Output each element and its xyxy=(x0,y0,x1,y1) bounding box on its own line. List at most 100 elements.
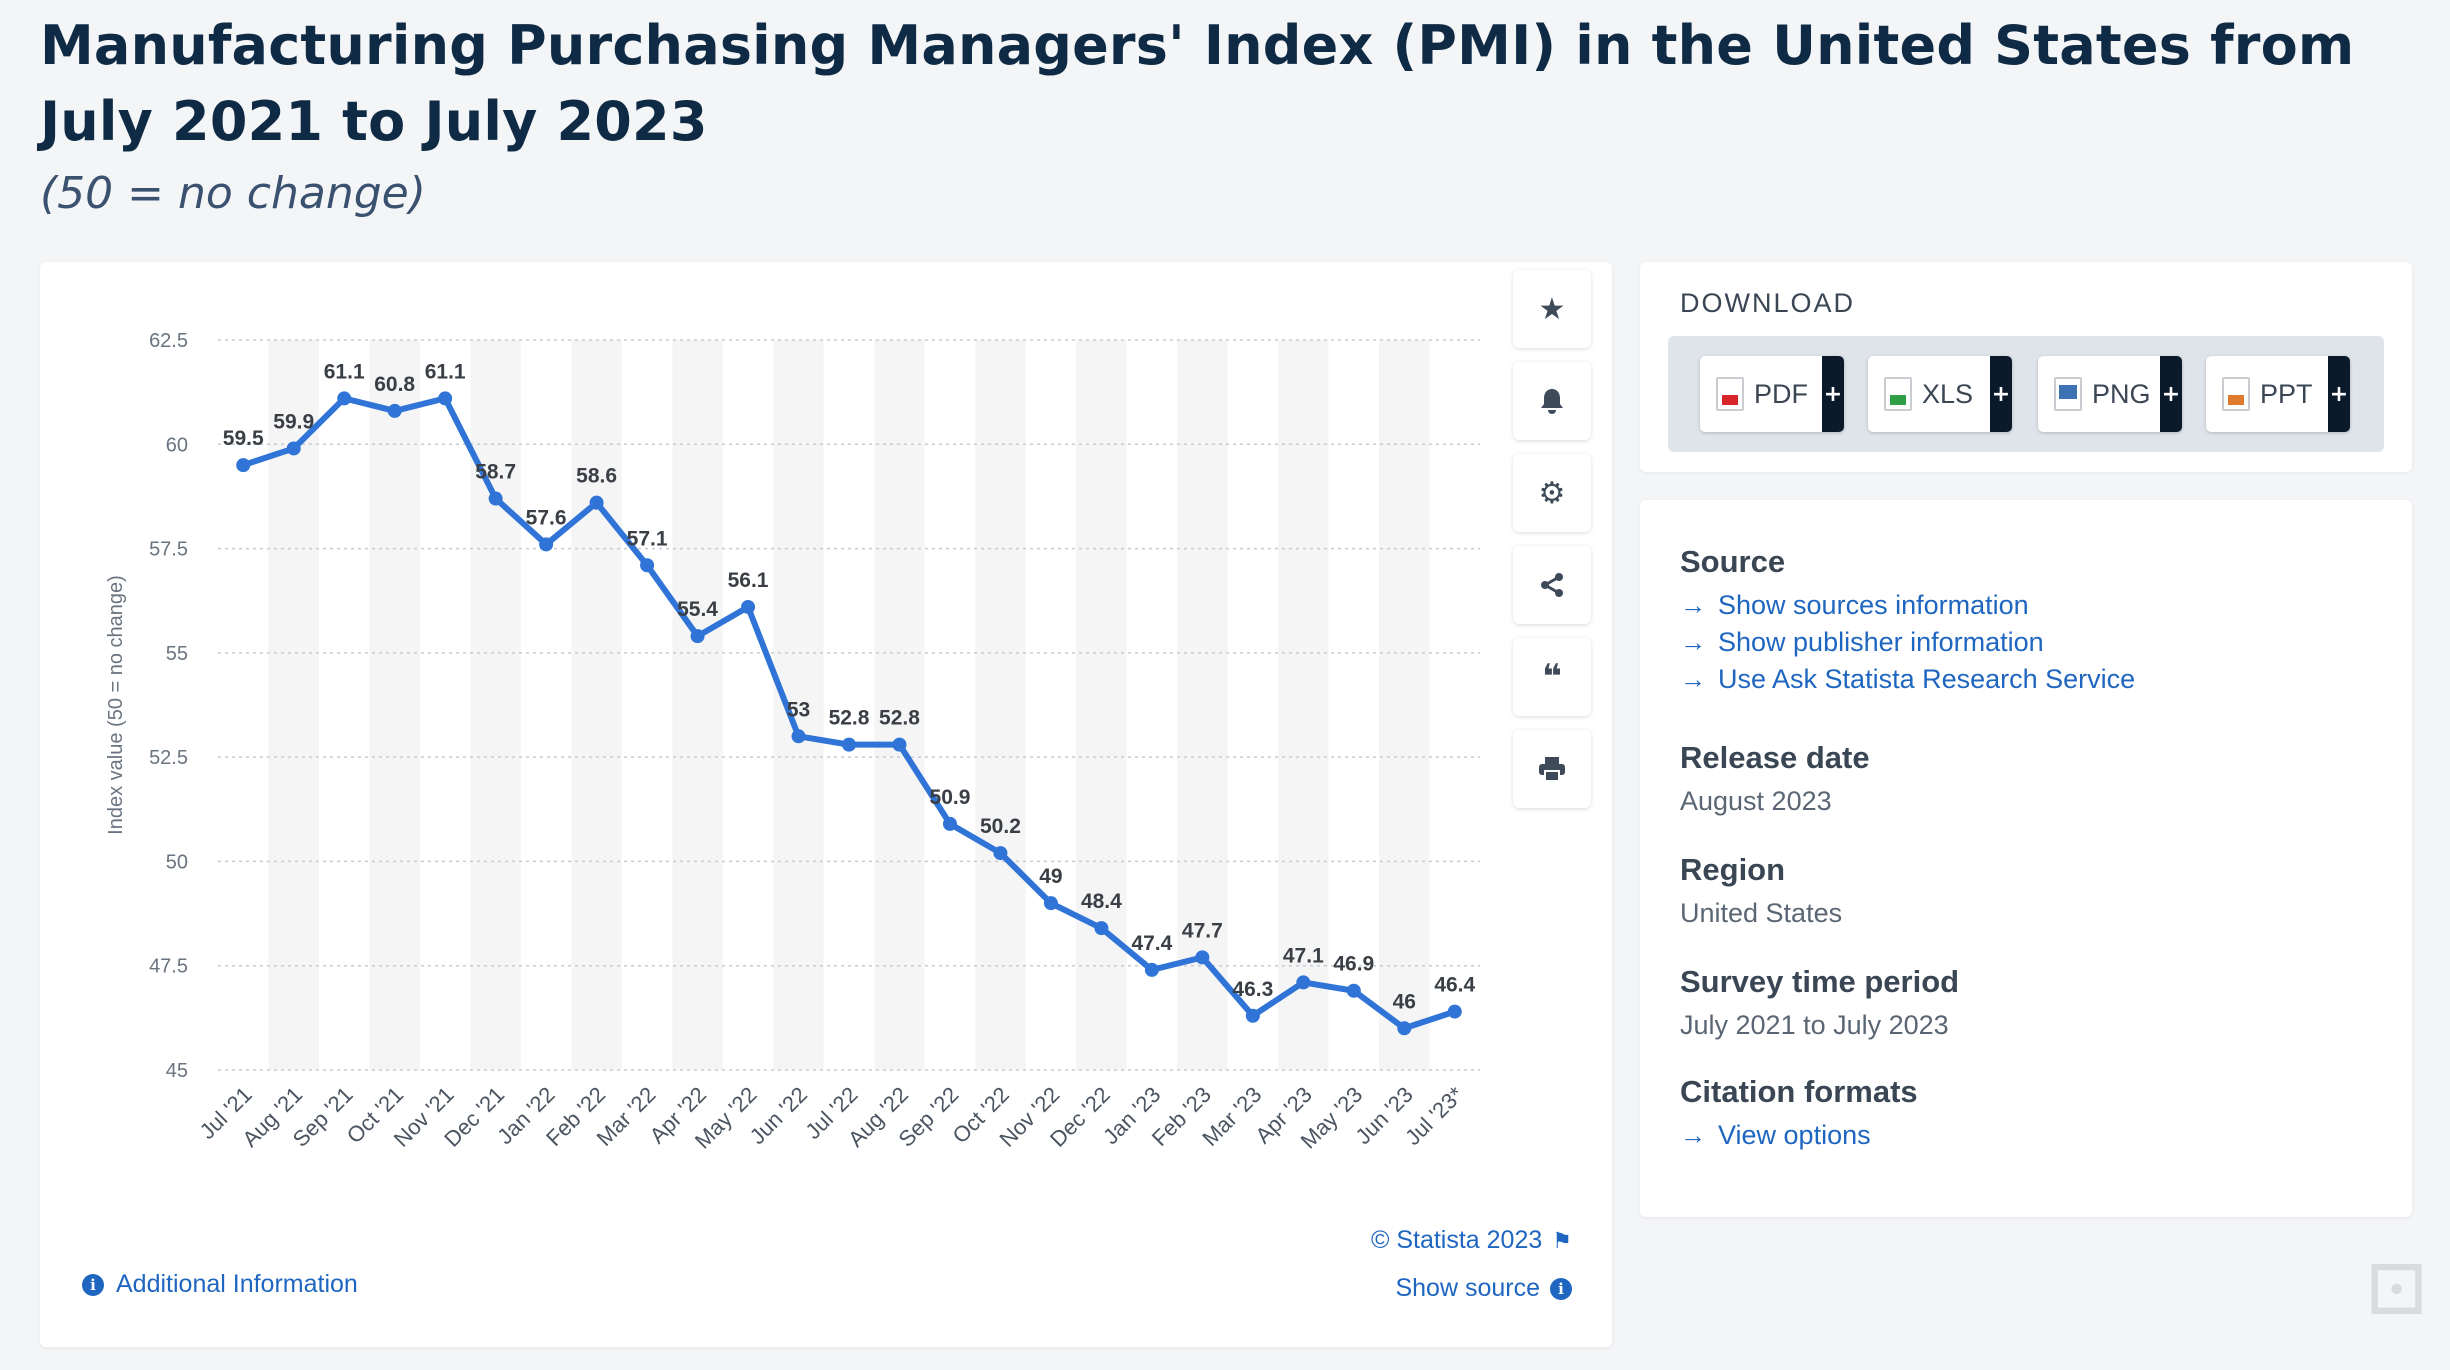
arrow-right-icon: → xyxy=(1680,664,1706,694)
ask-statista-link[interactable]: → Use Ask Statista Research Service xyxy=(1680,664,2135,695)
settings-button[interactable]: ⚙ xyxy=(1513,454,1591,532)
download-xls-label: XLS xyxy=(1922,378,1974,409)
plus-icon: + xyxy=(2328,356,2350,432)
arrow-right-icon: → xyxy=(1680,1120,1706,1150)
data-label: 61.1 xyxy=(324,360,365,383)
plus-icon: + xyxy=(1990,356,2012,432)
xls-file-icon xyxy=(1884,377,1912,411)
y-tick-label: 62.5 xyxy=(149,330,188,352)
data-label: 47.1 xyxy=(1283,944,1324,967)
download-pdf-button[interactable]: PDF + xyxy=(1700,356,1844,432)
y-tick-label: 50 xyxy=(166,851,188,873)
data-point xyxy=(942,816,957,831)
credit-text: © Statista 2023 xyxy=(1370,1226,1543,1254)
column-stripe xyxy=(874,340,925,1070)
data-label: 58.6 xyxy=(576,465,617,488)
info-icon: i xyxy=(82,1273,104,1296)
data-point xyxy=(892,737,907,752)
data-label: 52.8 xyxy=(829,707,870,730)
data-point xyxy=(387,403,402,418)
print-button[interactable] xyxy=(1513,730,1591,808)
y-tick-label: 45 xyxy=(166,1060,188,1082)
y-tick-label: 55 xyxy=(166,643,188,665)
statista-credit-link[interactable]: © Statista 2023 ⚑ xyxy=(1371,1226,1572,1255)
data-label: 56.1 xyxy=(728,569,769,592)
data-point xyxy=(1094,921,1109,936)
data-point xyxy=(236,458,251,473)
data-label: 60.8 xyxy=(374,373,415,396)
y-axis-label: Index value (50 = no change) xyxy=(105,575,127,835)
download-pdf-label: PDF xyxy=(1754,378,1808,409)
data-label: 58.7 xyxy=(475,461,516,484)
column-stripe xyxy=(672,340,723,1070)
data-label: 57.1 xyxy=(627,527,668,550)
png-file-icon xyxy=(2054,377,2082,411)
bell-icon xyxy=(1541,389,1563,414)
data-point xyxy=(1346,983,1361,998)
share-icon xyxy=(1541,573,1563,597)
data-label: 55.4 xyxy=(677,598,718,621)
data-point xyxy=(993,846,1008,861)
column-stripe xyxy=(571,340,622,1070)
survey-period-heading: Survey time period xyxy=(1680,964,1960,999)
data-point xyxy=(286,441,301,456)
star-icon: ★ xyxy=(1538,291,1566,327)
additional-information-text: Additional Information xyxy=(116,1270,358,1298)
citation-button[interactable]: ❝ xyxy=(1513,638,1591,716)
source-section: Source → Show sources information → Show p… xyxy=(1680,544,2135,695)
column-stripe xyxy=(975,340,1026,1070)
data-point xyxy=(1195,950,1210,965)
download-ppt-label: PPT xyxy=(2260,378,2313,409)
data-point xyxy=(741,599,756,614)
ppt-file-icon xyxy=(2222,377,2250,411)
download-heading: DOWNLOAD xyxy=(1680,288,1856,318)
column-stripe xyxy=(369,340,420,1070)
chart-card: 45 47.5 50 52.5 55 57.5 60 62.5 Index value (50 … xyxy=(40,262,1612,1347)
arrow-right-icon: → xyxy=(1680,627,1706,657)
data-point xyxy=(438,391,453,406)
download-ppt-button[interactable]: PPT + xyxy=(2206,356,2350,432)
data-point xyxy=(1043,896,1058,911)
gear-icon: ⚙ xyxy=(1538,475,1566,511)
data-point xyxy=(539,537,554,552)
download-tray: PDF + XLS + PNG + PPT + xyxy=(1668,336,2384,452)
x-tick-label: Jun '22 xyxy=(745,1082,812,1149)
show-sources-link[interactable]: → Show sources information xyxy=(1680,590,2135,621)
region-section: Region United States xyxy=(1680,852,1842,929)
additional-information-link[interactable]: i Additional Information xyxy=(82,1270,358,1299)
favorite-button[interactable]: ★ xyxy=(1513,270,1591,348)
data-label: 50.9 xyxy=(930,786,971,809)
survey-period-value: July 2021 to July 2023 xyxy=(1680,1010,1949,1040)
view-options-text: View options xyxy=(1718,1120,1871,1150)
print-icon xyxy=(1539,757,1565,782)
arrow-right-icon: → xyxy=(1680,590,1706,620)
download-png-button[interactable]: PNG + xyxy=(2038,356,2182,432)
column-stripe xyxy=(1278,340,1329,1070)
view-options-link[interactable]: → View options xyxy=(1680,1120,1918,1151)
data-point xyxy=(1245,1008,1260,1023)
quote-icon: ❝ xyxy=(1542,657,1562,697)
data-point xyxy=(1447,1004,1462,1019)
watermark-seal: ⊡ xyxy=(2362,1240,2430,1333)
release-date-heading: Release date xyxy=(1680,740,1870,775)
notification-button[interactable] xyxy=(1513,362,1591,440)
release-date-section: Release date August 2023 xyxy=(1680,740,1870,817)
data-point xyxy=(1144,962,1159,977)
column-stripe xyxy=(773,340,824,1070)
share-button[interactable] xyxy=(1513,546,1591,624)
download-card: DOWNLOAD PDF + XLS + PNG + PPT + xyxy=(1640,262,2412,472)
data-label: 48.4 xyxy=(1081,890,1122,913)
data-label: 57.6 xyxy=(526,506,567,529)
x-tick-label: Jul '23* xyxy=(1400,1082,1469,1151)
download-xls-button[interactable]: XLS + xyxy=(1868,356,2012,432)
data-point xyxy=(640,558,655,573)
column-stripe xyxy=(268,340,319,1070)
pdf-file-icon xyxy=(1716,377,1744,411)
show-source-link[interactable]: Show source i xyxy=(1395,1274,1572,1303)
chart-toolbar: ★ ⚙ ❝ xyxy=(1513,270,1591,822)
data-point xyxy=(791,729,806,744)
region-heading: Region xyxy=(1680,852,1786,887)
data-label: 47.7 xyxy=(1182,919,1223,942)
show-publisher-link[interactable]: → Show publisher information xyxy=(1680,627,2135,658)
plus-icon: + xyxy=(2160,356,2182,432)
